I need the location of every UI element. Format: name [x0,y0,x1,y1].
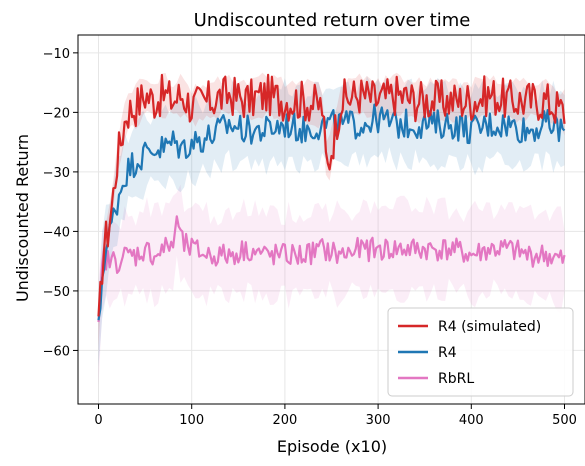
y-axis: −60 −50 −40 −30 −20 −10 [43,47,78,359]
series-lines [97,73,566,323]
x-tick-label: 100 [179,413,204,428]
series-line-r4 [97,103,566,321]
x-tick-label: 200 [272,413,297,428]
series-line-rbrl [97,215,566,323]
x-tick-label: 300 [366,413,391,428]
series-line-r4-simulated- [97,73,566,317]
plot-area-frame [77,34,585,405]
band-r4 [98,75,565,367]
y-tick-label: −20 [43,106,70,121]
y-tick-label: −10 [43,47,70,62]
x-axis-title: Episode (x10) [277,437,387,456]
x-axis: 0 100 200 300 400 500 [94,404,577,428]
y-tick-label: −40 [43,225,70,240]
x-tick-label: 400 [459,413,484,428]
legend-label: R4 [438,345,457,361]
x-tick-label: 0 [94,413,102,428]
y-tick-label: −60 [43,344,70,359]
y-tick-label: −30 [43,166,70,181]
y-tick-label: −50 [43,285,70,300]
legend-box [387,307,574,397]
band-rbrl [98,184,565,386]
y-axis-title: Undiscounted Return [13,134,32,302]
x-tick-label: 500 [552,413,577,428]
legend-label: RbRL [438,371,474,387]
legend: R4 (simulated) R4 RbRL [387,307,574,397]
chart-title: Undiscounted return over time [194,10,471,31]
legend-label: R4 (simulated) [438,319,541,335]
